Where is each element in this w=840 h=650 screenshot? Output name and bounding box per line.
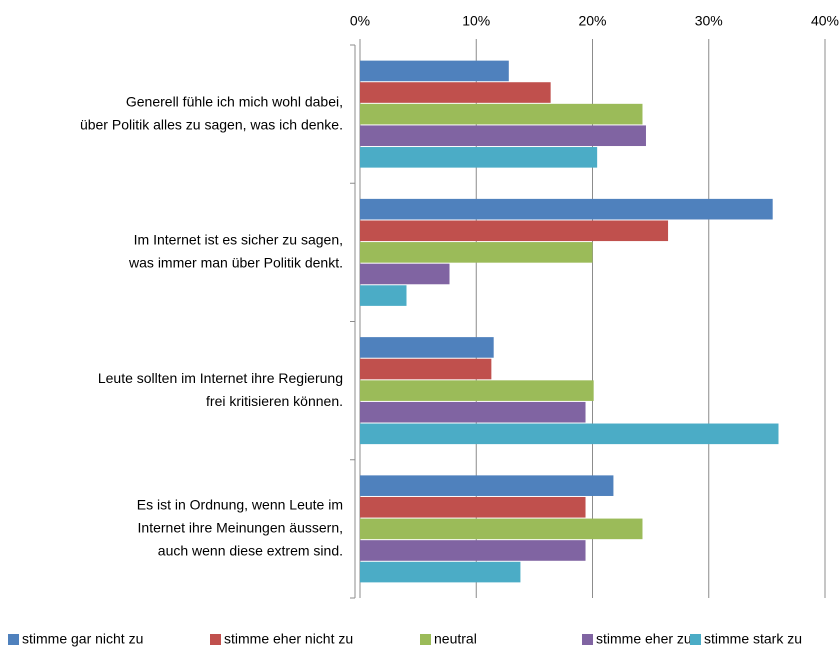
x-tick-label: 10% bbox=[462, 13, 490, 29]
bar bbox=[360, 475, 614, 496]
legend-swatch bbox=[210, 634, 221, 645]
bar bbox=[360, 242, 593, 263]
category-label: Leute sollten im Internet ihre Regierung bbox=[98, 370, 343, 386]
legend-label: stimme stark zu bbox=[704, 631, 802, 647]
bar bbox=[360, 358, 492, 380]
category-label: über Politik alles zu sagen, was ich den… bbox=[80, 116, 343, 132]
legend-swatch bbox=[690, 634, 701, 645]
bar bbox=[360, 401, 586, 423]
bar bbox=[360, 125, 646, 147]
bar bbox=[360, 285, 407, 306]
bar bbox=[360, 220, 669, 242]
legend-label: stimme eher nicht zu bbox=[224, 631, 353, 647]
bar bbox=[360, 518, 643, 540]
category-label: Im Internet ist es sicher zu sagen, bbox=[134, 232, 343, 248]
bar bbox=[360, 103, 643, 125]
category-label: Generell fühle ich mich wohl dabei, bbox=[126, 93, 343, 109]
legend-label: neutral bbox=[434, 631, 477, 647]
legend-label: stimme eher zu bbox=[596, 631, 692, 647]
bar bbox=[360, 82, 551, 103]
category-label: Es ist in Ordnung, wenn Leute im bbox=[137, 497, 343, 513]
category-label: was immer man über Politik denkt. bbox=[128, 255, 343, 271]
bar bbox=[360, 263, 450, 285]
x-tick-label: 40% bbox=[811, 13, 839, 29]
bar bbox=[360, 198, 773, 220]
bar bbox=[360, 496, 586, 518]
category-label: Internet ihre Meinungen äussern, bbox=[138, 520, 343, 536]
bar bbox=[360, 380, 594, 401]
legend-swatch bbox=[582, 634, 593, 645]
category-label: frei kritisieren können. bbox=[206, 393, 343, 409]
bar bbox=[360, 423, 779, 445]
bar bbox=[360, 337, 494, 358]
legend-label: stimme gar nicht zu bbox=[22, 631, 143, 647]
x-tick-label: 0% bbox=[350, 13, 370, 29]
bar bbox=[360, 540, 586, 561]
bar bbox=[360, 60, 509, 82]
x-tick-label: 20% bbox=[578, 13, 606, 29]
legend-swatch bbox=[420, 634, 431, 645]
bar bbox=[360, 561, 521, 583]
x-tick-label: 30% bbox=[695, 13, 723, 29]
bar bbox=[360, 147, 598, 168]
legend-swatch bbox=[8, 634, 19, 645]
category-label: auch wenn diese extrem sind. bbox=[158, 543, 343, 559]
